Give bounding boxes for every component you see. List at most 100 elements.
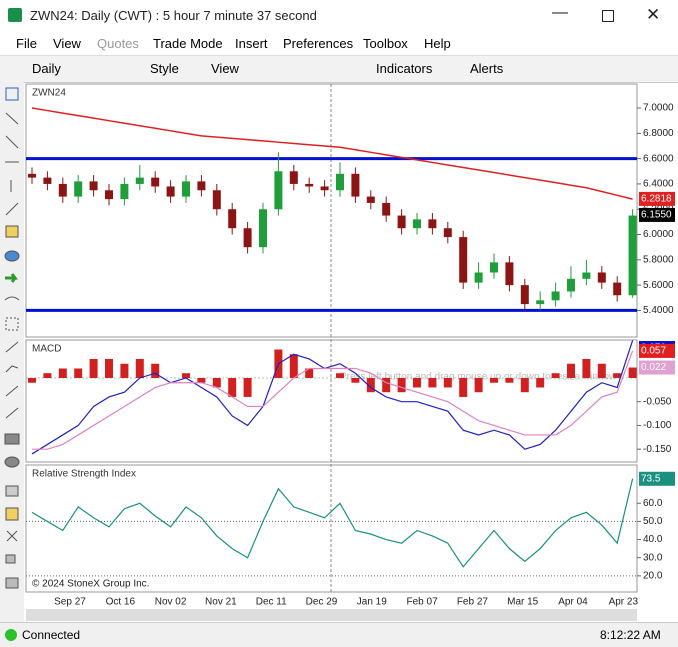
x-tick-label: Sep 27 [54,597,86,608]
candle-body [597,272,606,283]
close-button[interactable]: ✕ [646,5,661,24]
toolbar-button[interactable]: Style [150,61,179,76]
histogram-bar [305,368,314,378]
histogram-bar [443,377,452,388]
pane-title: Relative Strength Index [32,469,136,480]
histogram-bar [182,373,190,378]
maximize-button[interactable] [602,10,614,22]
y-tick-label: 20.0 [643,570,663,581]
candle-body [182,181,190,197]
series-line [31,340,634,455]
value-box [639,360,675,375]
candle-body [58,183,67,197]
candle-body [305,183,314,187]
candle-body [28,173,36,178]
histogram-bar [197,377,206,383]
histogram-bar [336,373,344,378]
y-tick-label: 5.6000 [643,280,674,291]
candle-body [89,181,98,191]
value-box [639,471,675,486]
candle-body [582,272,591,279]
x-tick-label: Apr 04 [558,597,588,608]
y-tick-label: 6.0000 [643,229,674,240]
candle-body [459,237,468,283]
candle-body [397,215,406,229]
candle-body [243,228,252,248]
candle-body [166,186,175,197]
y-tick-label: 5.4000 [643,305,674,316]
candle-body [413,219,421,229]
toolbar-button[interactable]: View [211,61,239,76]
series-line [31,107,633,200]
value-label: 73.5 [641,473,661,484]
status-text: Connected [22,628,81,642]
candle-body [212,190,221,210]
status-indicator [5,629,17,641]
histogram-bar [43,373,52,378]
y-tick-label: 60.0 [643,498,663,509]
x-tick-label: Dec 11 [256,597,287,608]
candle-body [551,291,560,301]
toolbar-button[interactable]: Alerts [470,61,504,76]
menu-item[interactable]: Help [424,36,451,51]
toolbar-button[interactable]: Indicators [376,61,433,76]
histogram-bar [459,377,468,397]
candle-body [628,215,637,296]
title-bar: ZWN24: Daily (CWT) : 5 hour 7 minute 37 … [0,0,678,32]
histogram-bar [89,358,98,378]
histogram-bar [520,377,529,393]
y-tick-label: 6.4000 [643,179,674,190]
menu-item[interactable]: Toolbox [363,36,408,51]
candle-body [613,282,622,296]
menu-item[interactable]: View [53,36,81,51]
x-tick-label: Feb 07 [407,597,439,608]
app-icon [8,8,22,22]
x-tick-label: Mar 15 [507,597,539,608]
x-tick-label: Nov 21 [205,597,237,608]
y-tick-label: 6.8000 [643,128,674,139]
histogram-bar [366,377,375,393]
menu-item[interactable]: Preferences [283,36,354,51]
y-tick-label: 7.0000 [643,103,674,114]
scrollbar[interactable] [26,609,637,621]
candle-body [490,262,498,273]
histogram-bar [567,363,575,378]
histogram-bar [628,367,637,378]
histogram-bar [397,377,406,393]
menu-item[interactable]: File [16,36,37,51]
menu-item[interactable]: Trade Mode [153,36,223,51]
y-tick-label: 40.0 [643,534,663,545]
resize-hint: Press left button and drag mouse up or d… [340,372,617,383]
minimize-button[interactable]: — [552,4,568,21]
candle-body [505,262,514,286]
histogram-bar [551,373,560,378]
histogram-bar [505,377,514,383]
histogram-bar [58,368,67,378]
y-tick-label: -0.050 [643,396,672,407]
menu-item[interactable]: Quotes [97,36,139,51]
x-tick-label: Nov 02 [155,597,187,608]
candle-body [151,177,160,187]
histogram-bar [582,358,591,378]
candle-body [197,181,206,191]
histogram-bar [490,377,498,383]
candle-body [351,173,360,197]
histogram-bar [474,377,483,393]
value-box [639,207,675,222]
y-tick-label: 50.0 [643,516,663,527]
y-tick-label: 30.0 [643,552,663,563]
x-tick-label: Jan 19 [357,597,387,608]
candle-body [135,177,144,184]
x-tick-label: Dec 29 [306,597,338,608]
menu-item[interactable]: Insert [235,36,268,51]
candle-body [228,209,237,229]
candle-body [120,183,129,200]
toolbar-button[interactable]: Daily [32,61,61,76]
candle-body [520,285,529,305]
value-label: 6.2818 [641,194,672,205]
y-tick-label: -0.100 [643,420,672,431]
histogram-bar [613,373,622,378]
value-label: 6.1550 [641,210,672,221]
series-line [31,478,634,568]
